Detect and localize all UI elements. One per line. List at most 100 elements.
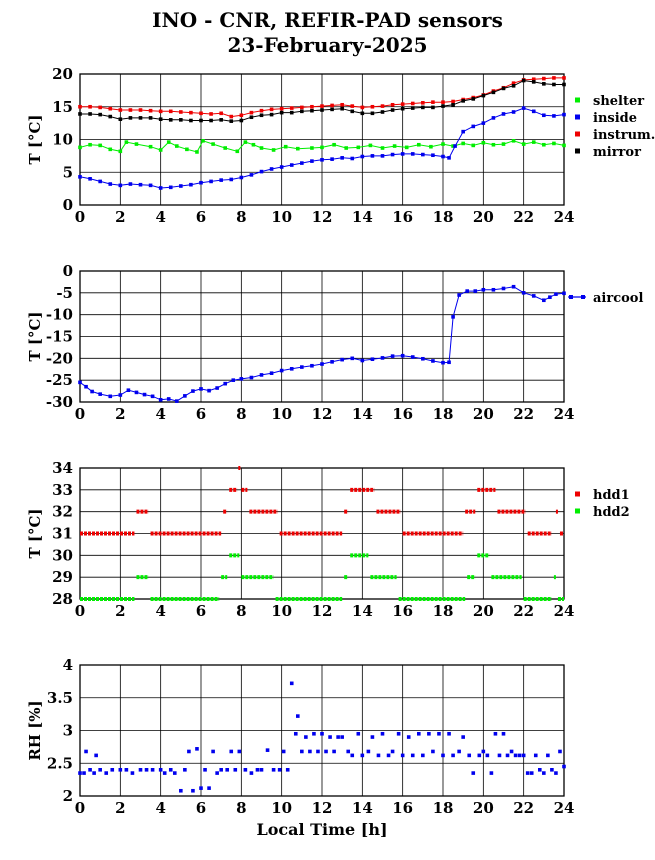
data-point — [158, 186, 163, 190]
data-point — [310, 363, 314, 368]
data-point — [501, 112, 506, 116]
x-tick-label: 16 — [392, 405, 413, 423]
x-tick-label: 16 — [392, 208, 413, 226]
data-point — [211, 142, 215, 146]
y-tick-label: -15 — [46, 328, 73, 346]
data-point — [138, 108, 143, 112]
data-point — [296, 714, 300, 718]
legend-label: instrum. — [593, 128, 655, 143]
x-tick-label: 14 — [352, 405, 373, 423]
x-tick-label: 22 — [513, 602, 534, 620]
x-tick-label: 10 — [271, 602, 292, 620]
y-tick-label: 31 — [52, 525, 73, 543]
data-point — [199, 786, 203, 790]
data-point — [429, 144, 433, 149]
data-point — [437, 731, 441, 736]
data-point — [124, 768, 129, 772]
x-tick-label: 0 — [75, 602, 85, 620]
data-point — [467, 753, 472, 758]
data-point — [78, 175, 82, 179]
data-point — [431, 749, 435, 754]
data-point — [229, 177, 234, 182]
data-point — [168, 768, 173, 772]
data-point — [207, 786, 211, 790]
data-point — [88, 142, 92, 147]
x-tick-label: 24 — [554, 799, 575, 817]
y-tick-label: 15 — [52, 98, 73, 116]
data-point — [400, 753, 405, 758]
data-point — [461, 99, 465, 103]
data-point — [209, 118, 213, 123]
data-point — [179, 788, 183, 793]
x-tick-label: 16 — [392, 602, 413, 620]
data-point — [447, 360, 451, 365]
data-point — [513, 753, 518, 758]
data-point — [142, 392, 147, 397]
y-tick-label: -25 — [46, 371, 73, 389]
data-point — [88, 112, 92, 116]
data-point — [431, 105, 435, 110]
data-point — [279, 106, 284, 111]
data-point — [427, 731, 431, 736]
data-point — [98, 179, 102, 184]
data-point — [485, 753, 490, 758]
data-point — [249, 173, 254, 177]
data-point — [390, 108, 395, 112]
data-point — [185, 147, 189, 152]
y-axis-label: T [°C] — [26, 508, 44, 558]
x-tick-label: 22 — [513, 208, 534, 226]
data-point — [187, 749, 191, 754]
data-point — [158, 398, 163, 402]
data-point — [219, 768, 223, 772]
data-point — [441, 142, 445, 146]
x-tick-label: 20 — [473, 208, 494, 226]
series-aircool — [78, 284, 566, 403]
data-point — [350, 356, 355, 361]
data-point — [521, 142, 526, 146]
data-point — [300, 161, 304, 165]
data-point — [370, 357, 375, 362]
x-tick-label: 16 — [392, 799, 413, 817]
data-point — [471, 143, 476, 148]
data-point — [289, 681, 294, 686]
data-point — [451, 753, 455, 758]
legend-label: mirror — [593, 145, 641, 160]
data-point — [138, 182, 143, 187]
data-point — [138, 116, 143, 120]
data-point — [130, 771, 135, 775]
plot-frame — [79, 270, 565, 403]
data-point — [489, 771, 494, 775]
y-tick-label: 29 — [52, 568, 73, 586]
data-point — [320, 108, 324, 112]
y-tick-label: -5 — [56, 284, 73, 302]
data-point — [501, 142, 506, 146]
x-tick-label: 8 — [236, 602, 246, 620]
data-point — [421, 753, 425, 758]
data-point — [207, 388, 211, 393]
data-point — [191, 788, 195, 793]
data-point — [166, 397, 171, 401]
data-point — [189, 110, 193, 115]
x-axis-label: Local Time [h] — [256, 820, 387, 839]
data-point — [209, 179, 213, 184]
data-point — [259, 113, 264, 118]
data-point — [88, 104, 92, 109]
data-point — [360, 105, 365, 110]
data-point — [277, 768, 282, 772]
data-point — [320, 731, 324, 736]
series-mirror — [78, 78, 566, 123]
x-tick-label: 20 — [473, 799, 494, 817]
data-point — [300, 105, 304, 110]
data-point — [562, 143, 566, 148]
data-point — [98, 768, 102, 772]
data-point — [310, 159, 314, 163]
data-point — [191, 389, 195, 393]
data-point — [562, 764, 566, 769]
y-axis-label: RH [%] — [26, 700, 44, 760]
data-point — [421, 152, 425, 157]
chart-title: INO - CNR, REFIR-PAD sensors — [152, 8, 503, 32]
data-point — [501, 286, 506, 291]
data-point — [229, 119, 234, 123]
